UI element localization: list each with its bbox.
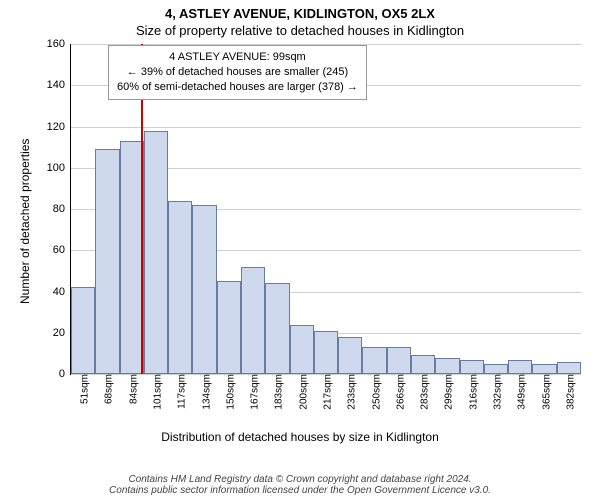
- x-tick-label: 233sqm: [343, 374, 358, 410]
- x-tick-label: 167sqm: [246, 374, 261, 410]
- histogram-bar: [241, 267, 265, 374]
- histogram-bar: [460, 360, 484, 374]
- x-tick-label: 316sqm: [464, 374, 479, 410]
- x-tick-label: 183sqm: [270, 374, 285, 410]
- y-tick-label: 100: [47, 162, 71, 174]
- y-tick-label: 140: [47, 79, 71, 91]
- x-tick-label: 365sqm: [537, 374, 552, 410]
- x-tick-label: 266sqm: [391, 374, 406, 410]
- x-tick-label: 332sqm: [489, 374, 504, 410]
- histogram-bar: [314, 331, 338, 374]
- histogram-bar: [557, 362, 581, 374]
- histogram-bar: [338, 337, 362, 374]
- histogram-bar: [411, 355, 435, 374]
- y-tick-label: 60: [53, 244, 71, 256]
- histogram-bar: [168, 201, 192, 374]
- x-tick-label: 117sqm: [173, 374, 188, 409]
- x-tick-label: 101sqm: [149, 374, 164, 410]
- histogram-bar: [71, 287, 95, 374]
- x-tick-label: 68sqm: [100, 374, 115, 404]
- histogram-bar: [265, 283, 289, 374]
- page-title: 4, ASTLEY AVENUE, KIDLINGTON, OX5 2LX: [0, 0, 600, 21]
- y-tick-label: 80: [53, 203, 71, 215]
- histogram-bar: [95, 149, 119, 374]
- license-line-2: Contains public sector information licen…: [0, 485, 600, 496]
- chart-container: 4, ASTLEY AVENUE, KIDLINGTON, OX5 2LX Si…: [0, 0, 600, 500]
- histogram-bar: [435, 358, 459, 375]
- x-tick-label: 283sqm: [416, 374, 431, 410]
- x-axis-label: Distribution of detached houses by size …: [0, 430, 600, 444]
- x-tick-label: 217sqm: [319, 374, 334, 410]
- x-tick-label: 382sqm: [561, 374, 576, 410]
- histogram-bar: [192, 205, 216, 374]
- license-text: Contains HM Land Registry data © Crown c…: [0, 474, 600, 496]
- x-tick-label: 299sqm: [440, 374, 455, 410]
- y-tick-label: 0: [59, 368, 71, 380]
- histogram-bar: [532, 364, 556, 374]
- x-tick-label: 349sqm: [513, 374, 528, 410]
- x-tick-label: 150sqm: [221, 374, 236, 410]
- x-tick-label: 200sqm: [294, 374, 309, 410]
- info-line-larger: 60% of semi-detached houses are larger (…: [117, 80, 358, 95]
- x-tick-label: 134sqm: [197, 374, 212, 410]
- y-tick-label: 160: [47, 38, 71, 50]
- y-axis-label: Number of detached properties: [18, 139, 32, 304]
- info-box: 4 ASTLEY AVENUE: 99sqm ← 39% of detached…: [108, 45, 367, 100]
- histogram-bar: [387, 347, 411, 374]
- histogram-bar: [290, 325, 314, 375]
- page-subtitle: Size of property relative to detached ho…: [0, 21, 600, 38]
- histogram-bar: [217, 281, 241, 374]
- x-tick-label: 84sqm: [124, 374, 139, 404]
- y-tick-label: 40: [53, 286, 71, 298]
- histogram-bar: [484, 364, 508, 374]
- x-tick-label: 250sqm: [367, 374, 382, 410]
- info-line-property: 4 ASTLEY AVENUE: 99sqm: [117, 50, 358, 65]
- y-tick-label: 20: [53, 327, 71, 339]
- grid-line: [71, 127, 581, 128]
- histogram-bar: [508, 360, 532, 374]
- license-line-1: Contains HM Land Registry data © Crown c…: [0, 474, 600, 485]
- histogram-bar: [120, 141, 144, 374]
- x-tick-label: 51sqm: [76, 374, 91, 404]
- y-tick-label: 120: [47, 121, 71, 133]
- info-line-smaller: ← 39% of detached houses are smaller (24…: [117, 65, 358, 80]
- histogram-bar: [144, 131, 168, 374]
- histogram-bar: [362, 347, 386, 374]
